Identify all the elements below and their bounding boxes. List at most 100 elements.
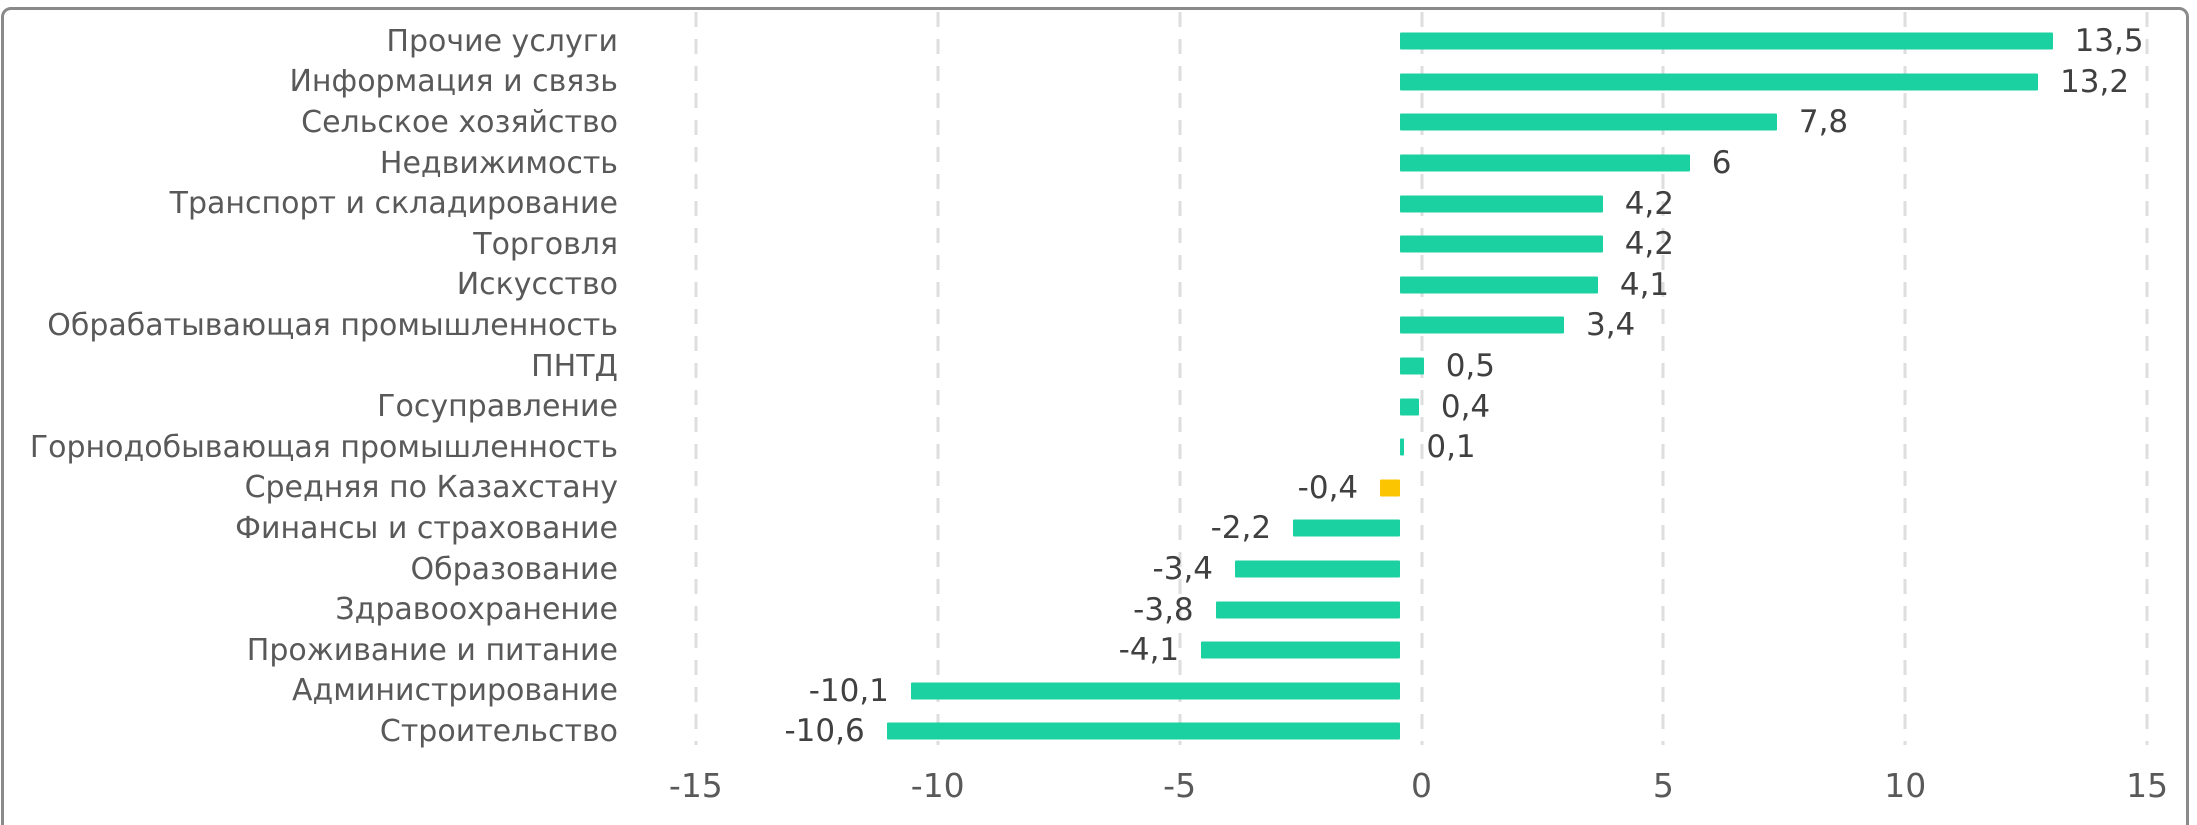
bar-row: Госуправление 0,4	[0, 386, 2197, 427]
value-label: -10,6	[784, 713, 865, 750]
bar	[1399, 398, 1419, 416]
value-label: 6	[1711, 145, 1732, 182]
bar-cell: 13,5	[640, 21, 2197, 62]
value-label: 4,2	[1624, 226, 1674, 263]
category-label: Администрирование	[291, 673, 618, 709]
category-label: Прочие услуги	[386, 23, 618, 59]
bar-row: Недвижимость 6	[0, 143, 2197, 184]
category-label: Образование	[410, 551, 618, 587]
bar-cell: 3,4	[640, 305, 2197, 346]
x-axis-tick-label: -15	[668, 766, 723, 805]
bar-row: Обрабатывающая промышленность 3,4	[0, 305, 2197, 346]
gridline-10	[1903, 12, 1907, 745]
category-label: Строительство	[379, 713, 618, 749]
bar-highlight	[1380, 479, 1400, 497]
category-label: Проживание и питание	[246, 632, 618, 668]
bar-cell: -3,8	[640, 589, 2197, 630]
bar-row: Транспорт и складирование 4,2	[0, 183, 2197, 224]
bar-row: Сельское хозяйство 7,8	[0, 102, 2197, 143]
bar-cell: 4,1	[640, 265, 2197, 306]
bar-rows: Прочие услуги 13,5 Информация и связь 13,2 С…	[0, 21, 2197, 752]
bar-row: Горнодобывающая промышленность 0,1	[0, 427, 2197, 468]
bar-row: Администрирование -10,1	[0, 671, 2197, 712]
gridline-15	[2145, 12, 2149, 745]
bar	[1399, 195, 1603, 213]
value-label: 0,4	[1440, 388, 1491, 425]
value-label: -3,4	[1152, 551, 1214, 588]
category-label: Информация и связь	[289, 64, 618, 100]
category-label: Финансы и страхование	[235, 510, 618, 546]
x-axis-tick-label: 5	[1652, 766, 1674, 805]
bar	[1201, 641, 1400, 659]
bar	[1399, 276, 1598, 294]
bar-cell: -2,2	[640, 508, 2197, 549]
category-label: Горнодобывающая промышленность	[29, 429, 618, 465]
bar	[1399, 154, 1690, 172]
bar-row: Торговля 4,2	[0, 224, 2197, 265]
bar	[1399, 316, 1564, 334]
bar-cell: 0,4	[640, 386, 2197, 427]
bar-row: Прочие услуги 13,5	[0, 21, 2197, 62]
bar-cell: -10,1	[640, 671, 2197, 712]
bar	[1399, 113, 1777, 131]
bar	[910, 682, 1400, 700]
bar-row: Образование -3,4	[0, 549, 2197, 590]
bar	[1399, 357, 1424, 375]
value-label: 3,4	[1585, 307, 1636, 344]
value-label: -0,4	[1297, 469, 1359, 506]
bar-row: Строительство -10,6	[0, 711, 2197, 752]
bar-cell: -4,1	[640, 630, 2197, 671]
gridline-layer	[662, 12, 2197, 745]
x-axis-tick-label: -10	[910, 766, 965, 805]
value-label: 4,1	[1619, 266, 1670, 303]
value-label: -10,1	[808, 672, 889, 709]
bar-cell: 13,2	[640, 62, 2197, 103]
bar-row: Искусство 4,1	[0, 265, 2197, 306]
bar-row: Средняя по Казахстану -0,4	[0, 468, 2197, 509]
gridline-0	[1420, 12, 1424, 745]
category-label: Торговля	[473, 226, 618, 262]
bar-cell: 0,1	[640, 427, 2197, 468]
value-label: -3,8	[1133, 591, 1194, 628]
bar-cell: 7,8	[640, 102, 2197, 143]
bar	[1399, 438, 1405, 456]
bar	[1399, 235, 1603, 253]
bar-cell: -0,4	[640, 468, 2197, 509]
x-axis: -15 -10 -5 0 5 10 15	[662, 766, 2197, 814]
category-label: Средняя по Казахстану	[244, 470, 618, 506]
bar-cell: 0,5	[640, 346, 2197, 387]
bar-cell: -10,6	[640, 711, 2197, 752]
category-label: Транспорт и складирование	[169, 186, 618, 222]
bar	[886, 722, 1400, 740]
bar	[1293, 519, 1400, 537]
bar-row: Здравоохранение -3,8	[0, 589, 2197, 630]
category-label: Здравоохранение	[335, 592, 618, 628]
bar-row: Информация и связь 13,2	[0, 62, 2197, 103]
gridline--10	[936, 12, 940, 745]
category-label: Госуправление	[377, 389, 618, 425]
x-axis-tick-label: 0	[1411, 766, 1433, 805]
bar-row: Финансы и страхование -2,2	[0, 508, 2197, 549]
x-axis-tick-label: -5	[1163, 766, 1197, 805]
value-label: 4,2	[1624, 185, 1674, 222]
bar-cell: 4,2	[640, 183, 2197, 224]
value-label: 0,5	[1445, 348, 1496, 385]
bar	[1215, 601, 1400, 619]
category-label: ПНТД	[531, 348, 618, 384]
bar-cell: -3,4	[640, 549, 2197, 590]
gridline--15	[694, 12, 698, 745]
gridline--5	[1178, 12, 1182, 745]
category-label: Обрабатывающая промышленность	[47, 307, 618, 343]
x-axis-tick-label: 15	[2126, 766, 2169, 805]
bar-row: ПНТД 0,5	[0, 346, 2197, 387]
bar-row: Проживание и питание -4,1	[0, 630, 2197, 671]
category-label: Недвижимость	[379, 145, 618, 181]
bar-cell: 4,2	[640, 224, 2197, 265]
value-label: -4,1	[1118, 632, 1180, 669]
bar	[1235, 560, 1400, 578]
value-label: 0,1	[1426, 429, 1476, 466]
x-axis-tick-label: 10	[1884, 766, 1927, 805]
bar-cell: 6	[640, 143, 2197, 184]
value-label: 13,5	[2074, 23, 2144, 60]
